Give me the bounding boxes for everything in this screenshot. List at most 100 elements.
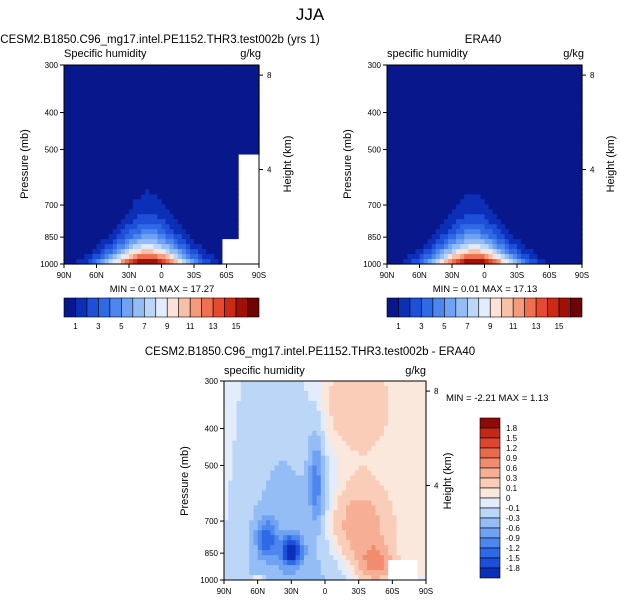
- x-tick-label: 30S: [510, 271, 524, 280]
- contour-cell: [553, 209, 559, 215]
- contour-cell: [206, 249, 211, 255]
- colorbar-box: [524, 297, 537, 318]
- contour-cell: [145, 154, 150, 161]
- contour-cell: [565, 204, 571, 210]
- contour-cell: [282, 385, 288, 392]
- contour-cell: [230, 214, 236, 220]
- contour-cell: [149, 109, 154, 116]
- contour-cell: [177, 69, 183, 76]
- contour-cell: [185, 159, 191, 166]
- contour-cell: [104, 169, 110, 176]
- contour-cell: [529, 149, 534, 156]
- contour-cell: [496, 164, 502, 171]
- contour-cell: [92, 119, 98, 126]
- contour-cell: [161, 144, 167, 151]
- contour-cell: [396, 410, 402, 417]
- contour-cell: [189, 99, 195, 106]
- contour-cell: [149, 84, 154, 91]
- contour-cell: [108, 204, 114, 210]
- contour-cell: [226, 259, 232, 265]
- contour-cell: [249, 485, 255, 492]
- contour-cell: [480, 139, 486, 146]
- contour-cell: [141, 259, 146, 265]
- contour-cell: [80, 169, 85, 176]
- contour-cell: [565, 199, 571, 205]
- contour-cell: [435, 114, 441, 121]
- contour-cell: [96, 209, 102, 215]
- contour-cell: [464, 189, 469, 195]
- contour-cell: [124, 129, 130, 136]
- contour-cell: [100, 229, 106, 235]
- contour-cell: [500, 169, 506, 176]
- contour-cell: [452, 124, 457, 131]
- contour-cell: [419, 194, 425, 200]
- contour-cell: [508, 224, 514, 230]
- panel-subtitle: specific humidity: [224, 365, 305, 377]
- contour-cell: [157, 254, 163, 260]
- contour-cell: [484, 65, 490, 71]
- contour-cell: [409, 385, 414, 392]
- contour-cell: [354, 415, 360, 422]
- contour-cell: [198, 174, 203, 181]
- contour-cell: [464, 149, 469, 156]
- contour-cell: [206, 259, 211, 265]
- contour-cell: [496, 124, 502, 131]
- contour-cell: [427, 199, 433, 205]
- contour-cell: [181, 139, 187, 146]
- contour-cell: [129, 69, 134, 76]
- contour-cell: [210, 144, 215, 151]
- contour-cell: [411, 234, 417, 240]
- contour-cell: [545, 164, 551, 171]
- contour-cell: [350, 400, 356, 407]
- contour-cell: [189, 109, 195, 116]
- contour-cell: [145, 224, 150, 230]
- contour-cell: [181, 94, 187, 101]
- contour-cell: [72, 69, 77, 76]
- contour-cell: [496, 244, 502, 250]
- contour-cell: [100, 214, 106, 220]
- contour-cell: [480, 65, 486, 71]
- contour-cell: [177, 159, 183, 166]
- contour-cell: [460, 119, 465, 126]
- contour-cell: [468, 154, 473, 161]
- contour-cell: [250, 199, 256, 205]
- contour-cell: [435, 109, 441, 116]
- contour-cell: [157, 129, 163, 136]
- contour-cell: [391, 84, 396, 91]
- contour-cell: [238, 89, 244, 96]
- contour-cell: [395, 149, 400, 156]
- contour-cell: [415, 169, 421, 176]
- contour-cell: [392, 395, 398, 402]
- contour-cell: [399, 219, 404, 225]
- contour-cell: [419, 119, 425, 126]
- contour-cell: [400, 390, 406, 397]
- contour-cell: [64, 199, 69, 205]
- contour-cell: [173, 244, 179, 250]
- contour-cell: [236, 415, 242, 422]
- contour-cell: [120, 259, 126, 265]
- contour-cell: [396, 450, 402, 457]
- contour-cell: [84, 119, 89, 126]
- contour-cell: [329, 385, 335, 392]
- contour-cell: [124, 119, 130, 126]
- contour-cell: [557, 254, 563, 260]
- contour-cell: [161, 89, 167, 96]
- contour-cell: [464, 124, 469, 131]
- contour-cell: [423, 154, 429, 161]
- contour-cell: [549, 104, 555, 111]
- contour-cell: [411, 179, 417, 185]
- contour-cell: [254, 164, 260, 171]
- contour-cell: [245, 425, 250, 432]
- contour-cell: [153, 204, 159, 210]
- contour-cell: [367, 420, 372, 427]
- contour-cell: [270, 385, 276, 392]
- contour-cell: [153, 139, 159, 146]
- contour-cell: [88, 174, 94, 181]
- contour-cell: [240, 390, 246, 397]
- contour-cell: [226, 65, 232, 71]
- contour-cell: [120, 114, 126, 121]
- contour-cell: [573, 174, 579, 181]
- contour-cell: [189, 74, 195, 81]
- contour-cell: [545, 124, 551, 131]
- contour-cell: [316, 470, 322, 477]
